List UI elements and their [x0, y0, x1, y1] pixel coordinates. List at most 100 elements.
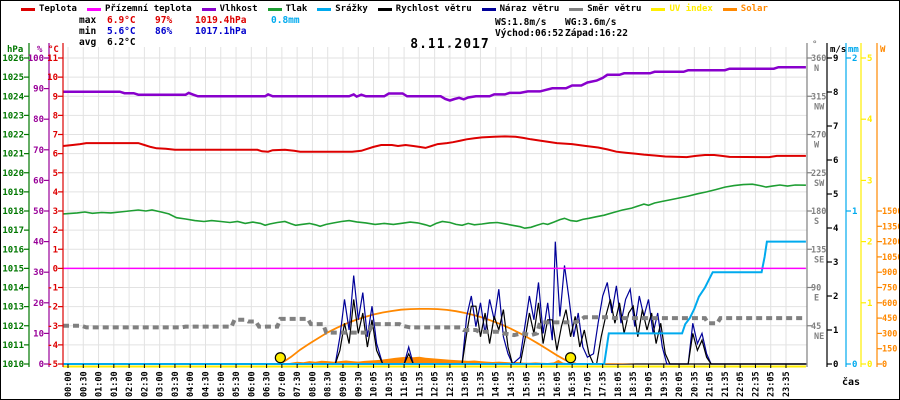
legend-label-uv-index: UV index	[669, 4, 713, 14]
time-tick-label: 11:05	[400, 371, 410, 397]
series-temperature-line	[62, 135, 806, 159]
axis-dir-tick-label: 45	[811, 322, 821, 332]
axis-temp-tick-label: 1	[53, 245, 58, 255]
axis-solar-tick-label: 600	[882, 299, 897, 309]
axis-dir-tick-label: 360	[811, 54, 826, 64]
axis-uv-tick-label: 2	[867, 238, 872, 248]
axis-hum-tick-label: 50	[33, 207, 44, 217]
axis-press: 1026 1025 1024 1023 1022 1021 1020 1019 1018 1017…	[2, 43, 30, 370]
axis-temp-tick-label: 8	[53, 111, 58, 121]
legend-swatch-pressure	[267, 7, 282, 11]
time-tick-label: 22:35	[751, 371, 761, 397]
time-tick-label: 08:00	[308, 371, 318, 397]
legend-item-solar: Solar	[722, 4, 768, 14]
time-tick-label: 15:35	[538, 371, 548, 397]
axis-uv-tick-label: 5	[867, 54, 872, 64]
axis-temp-tick-label: 0	[53, 264, 58, 274]
legend-swatch-wind-gust	[481, 7, 496, 11]
stat-value: 5.6°C	[107, 26, 136, 37]
time-tick-label: 02:00	[125, 371, 135, 397]
axis-temp-tick-label: 2	[53, 226, 58, 236]
legend-item-pressure: Tlak	[267, 4, 307, 14]
legend-label-wind-gust: Náraz větru	[499, 4, 560, 14]
chart-title: 8.11.2017	[410, 37, 490, 52]
axis-temp-tick-label: 9	[53, 92, 58, 102]
axis-dir-header: °	[812, 40, 817, 50]
axis-press-tick-label: 1020	[2, 169, 24, 179]
axis-press-tick-label: 1010	[2, 360, 24, 370]
legend-swatch-rain	[317, 7, 332, 11]
axis-wind-tick-label: 8	[833, 88, 838, 98]
axis-press-tick-label: 1011	[2, 341, 24, 351]
stats-wind-sun: WS:1.8m/s WG:3.6m/s Východ:06:52 Západ:16:2…	[495, 17, 635, 39]
time-tick-label: 06:30	[263, 371, 273, 397]
axis-wind-header: m/s	[830, 45, 846, 55]
series-humidity-line	[63, 65, 806, 102]
axis-dir-direction-label: W	[814, 141, 820, 151]
stat-value: WG:3.6m/s	[565, 17, 617, 28]
axis-hum-header: %	[37, 45, 43, 55]
time-tick-label: 01:30	[110, 371, 120, 397]
axis-rain-header: mm	[848, 45, 859, 55]
axis-hum-tick-label: 30	[33, 268, 44, 278]
time-tick-label: 00:00	[64, 371, 74, 397]
time-tick-label: 20:35	[690, 371, 700, 397]
time-tick-label: 21:05	[706, 371, 716, 397]
axis-temp-tick-label: 4	[53, 188, 59, 198]
stat-row-1: Východ:06:52 Západ:16:22	[495, 28, 635, 39]
legend-swatch-wind-direction	[569, 7, 584, 11]
stat-value: min	[79, 26, 97, 37]
axis-temp-header: °C	[48, 45, 59, 55]
legend-label-rain: Srážky	[335, 4, 368, 14]
legend-swatch-ground-temperature	[86, 7, 101, 11]
axis-dir-tick-label: 135	[811, 245, 826, 255]
axis-press-tick-label: 1026	[2, 54, 24, 64]
time-tick-label: 07:00	[278, 371, 288, 397]
axis-wind-tick-label: 9	[833, 54, 838, 64]
legend-swatch-solar	[722, 7, 737, 11]
axis-solar-tick-label: 750	[882, 284, 897, 294]
axis-hum-tick-label: 20	[33, 299, 44, 309]
time-tick-label: 12:05	[431, 371, 441, 397]
stat-value: WS:1.8m/s	[495, 17, 547, 28]
axis-dir-direction-label: N	[814, 64, 819, 74]
axis-press-tick-label: 1012	[2, 322, 24, 332]
legend-item-humidity: Vlhkost	[201, 4, 258, 14]
series-rain-line	[63, 240, 806, 365]
axis-dir-tick-label: 180	[811, 207, 826, 217]
axis-temp-tick-label: 11	[47, 54, 58, 64]
axis-dir-tick-label: 90	[811, 284, 821, 294]
axis-press-tick-label: 1015	[2, 264, 24, 274]
axis-solar-tick-label: 1050	[882, 253, 899, 263]
legend-label-ground-temperature: Přízemní teplota	[104, 4, 192, 14]
time-tick-label: 01:00	[95, 371, 105, 397]
stat-row-0: WS:1.8m/s WG:3.6m/s	[495, 17, 635, 28]
legend-item-temperature: Teplota	[21, 4, 77, 14]
axis-wind-tick-label: 3	[833, 258, 838, 268]
legend-item-uv-index: UV index	[651, 4, 713, 14]
time-tick-label: 12:35	[446, 371, 456, 397]
legend-swatch-temperature	[21, 7, 35, 11]
axis-dir-tick-label: 315	[811, 92, 826, 102]
legend-label-wind-speed: Rychlost větru	[395, 4, 472, 14]
axis-press-tick-label: 1021	[2, 150, 24, 160]
time-tick-label: 10:35	[385, 371, 395, 397]
stat-value: avg	[79, 37, 97, 48]
axis-hum-tick-label: 100	[28, 54, 44, 64]
axis-press-tick-label: 1014	[2, 284, 24, 294]
sunset-marker	[564, 352, 577, 364]
axis-hum-tick-label: 0	[39, 360, 44, 370]
time-tick-label: 19:05	[645, 371, 655, 397]
legend-swatch-uv-index	[651, 7, 666, 11]
axis-wind-tick-label: 0	[833, 360, 838, 370]
series-solar-actual-area	[284, 356, 637, 364]
axis-hum-tick-label: 10	[33, 329, 44, 339]
axis-rain-tick-label: 1	[852, 207, 857, 217]
stat-value: 97%	[155, 15, 173, 26]
stat-value: 6.2°C	[107, 37, 136, 48]
time-tick-label: 10:05	[370, 371, 380, 397]
axis-dir-direction-label: SE	[814, 255, 824, 265]
